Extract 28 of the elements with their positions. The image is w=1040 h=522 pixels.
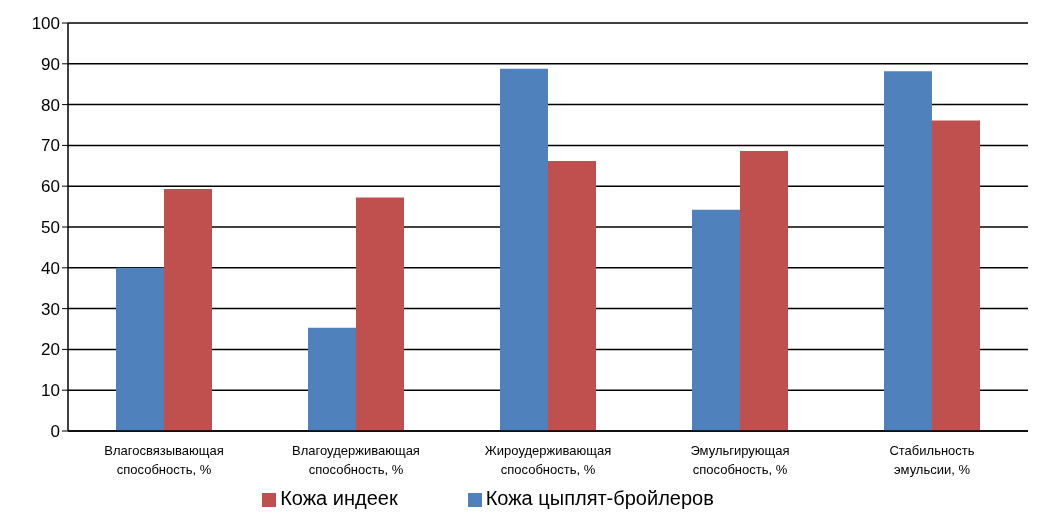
x-tick-label: Эмульгирующая способность, % [690,443,790,477]
bar [116,267,164,431]
bar [740,151,788,431]
x-tick-label: Влагоудерживающая способность, % [292,443,420,477]
x-tick-label: Жироудерживающая способность, % [484,443,612,477]
y-tick-label: 80 [41,95,60,115]
y-tick-label: 50 [41,218,60,238]
bar [164,189,212,431]
bar [932,120,980,431]
y-tick-label: 20 [41,340,60,360]
bar [308,327,356,431]
y-tick-label: 40 [41,258,60,278]
legend-label: Кожа индеек [280,487,398,509]
bar [884,71,932,431]
y-tick-label: 90 [41,54,60,74]
bar [500,68,548,431]
x-tick-label: Стабильность эмульсии, % [889,443,975,477]
bar [548,160,596,431]
y-tick-label: 0 [50,422,60,442]
y-tick-label: 10 [41,381,60,401]
y-tick-label: 70 [41,136,60,156]
legend-label: Кожа цыплят-бройлеров [485,487,714,509]
x-tick-label: Влагосвязывающая способность, % [104,443,224,477]
y-tick-label: 100 [31,14,60,34]
bar [692,209,740,431]
y-tick-label: 30 [41,299,60,319]
bar [356,197,404,431]
y-tick-label: 60 [41,177,60,197]
